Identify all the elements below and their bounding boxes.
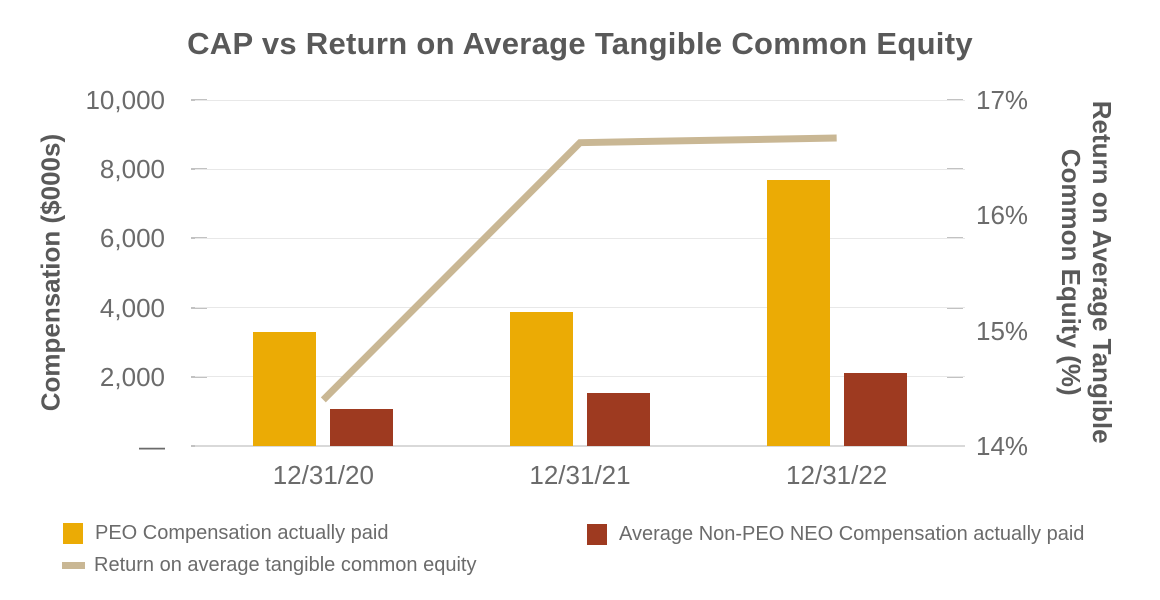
- legend-label-peo: PEO Compensation actually paid: [95, 521, 389, 544]
- chart-title: CAP vs Return on Average Tangible Common…: [187, 26, 973, 61]
- bar-peo: [510, 312, 573, 446]
- right-axis-tick-label: 17%: [976, 85, 1029, 115]
- legend-label-return-line: Return on average tangible common equity: [94, 553, 477, 576]
- return-on-equity-line: [320, 134, 837, 403]
- gridline: [195, 168, 965, 170]
- legend-swatch-peo: [63, 522, 83, 544]
- x-axis-label: 12/31/22: [786, 460, 888, 490]
- gridline: [195, 307, 965, 309]
- x-axis-line: [195, 445, 965, 447]
- left-axis-tick-label: 10,000: [85, 85, 165, 115]
- legend-item-non-peo: Average Non-PEO NEO Compensation actuall…: [587, 522, 1084, 546]
- left-axis-tick-label: 8,000: [99, 154, 165, 185]
- gridline: [195, 376, 965, 378]
- bar-non-peo: [843, 373, 907, 446]
- legend-swatch-return-line: [62, 561, 85, 569]
- left-axis-tick-label: 2,000: [99, 361, 165, 392]
- legend-item-peo: PEO Compensation actually paid: [63, 521, 389, 545]
- x-axis-label: 12/31/21: [529, 460, 631, 490]
- bar-peo: [766, 179, 830, 446]
- plot-area: [195, 99, 965, 447]
- right-axis-tick-label: 14%: [976, 431, 1029, 461]
- right-axis-title-line-2: Common Equity (%): [1056, 148, 1086, 396]
- right-axis-tick-label: 15%: [976, 315, 1029, 346]
- bar-non-peo: [330, 409, 394, 446]
- right-axis-tick-label: 16%: [976, 200, 1029, 231]
- bar-non-peo: [587, 393, 650, 446]
- left-axis-tick-label: —: [139, 431, 165, 461]
- legend-label-non-peo: Average Non-PEO NEO Compensation actuall…: [619, 522, 1085, 545]
- left-axis-tick-label: 4,000: [99, 292, 165, 323]
- gridline: [195, 99, 965, 101]
- right-axis-title: Return on Average Tangible Common Equity…: [1055, 52, 1117, 492]
- return-line-layer: [320, 134, 837, 403]
- bar-peo: [253, 332, 317, 446]
- legend-swatch-non-peo: [587, 523, 607, 545]
- left-axis-title: Compensation ($000s): [35, 133, 66, 412]
- legend-item-return-line: Return on average tangible common equity: [62, 553, 476, 577]
- left-axis-tick-label: 6,000: [99, 223, 165, 254]
- right-axis-title-line-1: Return on Average Tangible: [1087, 100, 1118, 444]
- x-axis-label: 12/31/20: [272, 460, 374, 490]
- gridline: [195, 237, 965, 239]
